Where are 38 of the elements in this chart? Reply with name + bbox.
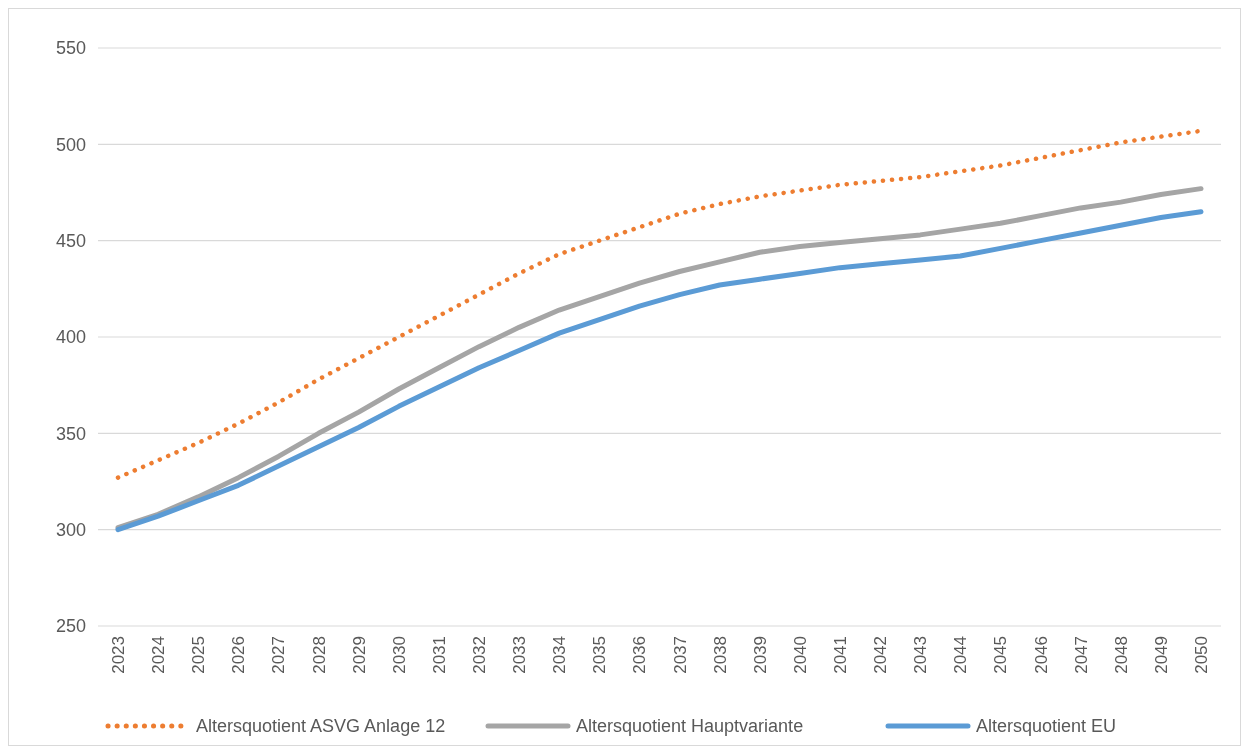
y-tick-label: 500 xyxy=(55,134,86,155)
x-tick-label: 2024 xyxy=(149,636,169,674)
x-tick-label: 2036 xyxy=(630,636,650,674)
x-tick-label: 2048 xyxy=(1111,636,1131,674)
x-tick-label: 2026 xyxy=(229,636,249,674)
x-tick-label: 2028 xyxy=(309,636,329,674)
x-tick-label: 2034 xyxy=(550,636,570,674)
x-tick-label: 2038 xyxy=(710,636,730,674)
x-tick-label: 2029 xyxy=(349,636,369,674)
x-tick-label: 2032 xyxy=(469,636,489,674)
x-tick-label: 2033 xyxy=(510,636,530,674)
x-tick-label: 2046 xyxy=(1031,636,1051,674)
x-tick-label: 2042 xyxy=(871,636,891,674)
x-tick-label: 2045 xyxy=(991,636,1011,674)
x-tick-label: 2041 xyxy=(830,636,850,674)
x-tick-label: 2044 xyxy=(951,636,971,674)
y-tick-label: 250 xyxy=(55,616,86,637)
x-tick-label: 2043 xyxy=(911,636,931,674)
y-tick-label: 550 xyxy=(55,38,86,59)
x-tick-label: 2040 xyxy=(790,636,810,674)
x-tick-label: 2025 xyxy=(189,636,209,674)
y-tick-label: 350 xyxy=(55,423,86,444)
x-tick-label: 2023 xyxy=(108,636,128,674)
y-tick-label: 400 xyxy=(55,327,86,348)
legend-label: Altersquotient EU xyxy=(976,716,1117,737)
y-tick-label: 450 xyxy=(55,230,86,251)
y-tick-label: 300 xyxy=(55,519,86,540)
x-tick-label: 2031 xyxy=(429,636,449,674)
x-tick-label: 2035 xyxy=(590,636,610,674)
x-tick-label: 2047 xyxy=(1071,636,1091,674)
x-tick-label: 2049 xyxy=(1151,636,1171,674)
x-tick-label: 2027 xyxy=(269,636,289,674)
x-tick-label: 2039 xyxy=(750,636,770,674)
legend-label: Altersquotient Hauptvariante xyxy=(576,716,804,737)
x-tick-label: 2050 xyxy=(1191,636,1211,674)
legend-label: Altersquotient ASVG Anlage 12 xyxy=(196,716,446,737)
x-tick-label: 2037 xyxy=(670,636,690,674)
x-tick-label: 2030 xyxy=(389,636,409,674)
